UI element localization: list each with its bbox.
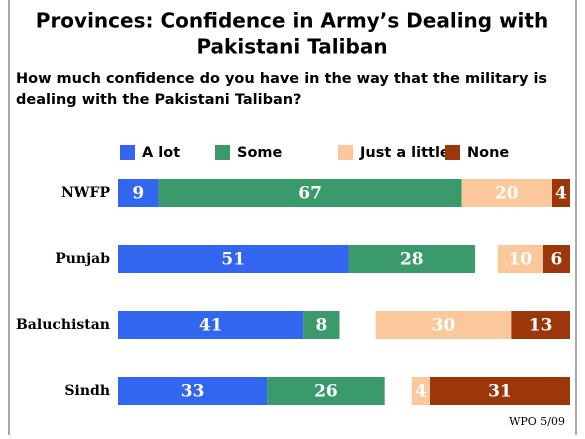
bar-segment bbox=[158, 179, 462, 207]
legend-swatch bbox=[445, 145, 460, 160]
bar-segment bbox=[542, 245, 570, 273]
bar-segment bbox=[461, 179, 552, 207]
data-label: 4 bbox=[555, 184, 567, 204]
data-label: 8 bbox=[315, 316, 327, 336]
data-label: 9 bbox=[132, 184, 144, 204]
bar-segment bbox=[303, 311, 340, 339]
category-label: NWFP bbox=[61, 185, 110, 201]
bar-segment bbox=[348, 245, 476, 273]
legend-swatch bbox=[338, 145, 353, 160]
data-label: 31 bbox=[488, 382, 512, 402]
data-label: 6 bbox=[551, 250, 563, 270]
category-label: Sindh bbox=[64, 383, 110, 399]
legend-swatch bbox=[215, 145, 230, 160]
data-label: 30 bbox=[432, 316, 456, 336]
legend-swatch bbox=[120, 145, 135, 160]
bar-segment bbox=[497, 245, 543, 273]
legend-label: A lot bbox=[142, 145, 180, 161]
data-label: 41 bbox=[199, 316, 223, 336]
data-label: 13 bbox=[529, 316, 553, 336]
data-label: 10 bbox=[508, 250, 532, 270]
chart-title: Provinces: Confidence in Army’s Dealing … bbox=[36, 9, 548, 33]
bar-segment bbox=[118, 311, 304, 339]
bar-segment bbox=[118, 377, 268, 405]
bar-segment bbox=[267, 377, 385, 405]
bar-segment bbox=[551, 179, 570, 207]
category-label: Baluchistan bbox=[16, 317, 110, 333]
data-label: 26 bbox=[314, 382, 338, 402]
source-note: WPO 5/09 bbox=[509, 415, 565, 428]
subtitle: dealing with the Pakistani Taliban? bbox=[16, 92, 301, 108]
data-label: 28 bbox=[400, 250, 424, 270]
data-label: 33 bbox=[181, 382, 205, 402]
bar-segment bbox=[118, 179, 159, 207]
category-label: Punjab bbox=[55, 251, 110, 267]
data-label: 51 bbox=[221, 250, 245, 270]
bar-segment bbox=[511, 311, 570, 339]
bar-segment bbox=[411, 377, 430, 405]
bar-segment bbox=[429, 377, 570, 405]
bar-segment bbox=[118, 245, 349, 273]
legend-label: Some bbox=[237, 145, 283, 161]
bar-segment bbox=[375, 311, 512, 339]
data-label: 20 bbox=[495, 184, 519, 204]
legend-label: None bbox=[467, 145, 509, 161]
subtitle: How much confidence do you have in the w… bbox=[16, 71, 547, 87]
legend-label: Just a little bbox=[359, 145, 450, 161]
chart-title: Pakistani Taliban bbox=[196, 35, 387, 59]
data-label: 4 bbox=[415, 382, 427, 402]
data-label: 67 bbox=[298, 184, 322, 204]
